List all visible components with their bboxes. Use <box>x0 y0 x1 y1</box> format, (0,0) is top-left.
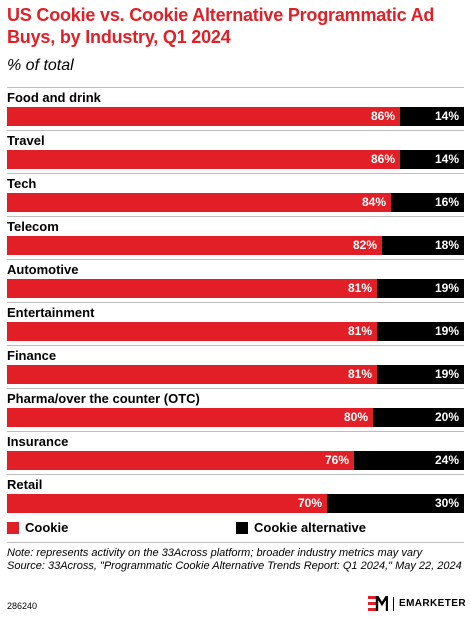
bar-value-label-cookie: 82% <box>352 238 377 252</box>
bar-value-label-cookie: 81% <box>347 281 372 295</box>
bar-cookie-alternative: 19% <box>377 322 464 341</box>
row-divider <box>7 388 464 389</box>
bar-cookie: 86% <box>7 107 400 126</box>
brand-name: EMARKETER <box>399 598 466 609</box>
bar-cookie-alternative: 14% <box>400 107 464 126</box>
bar-value-label-cookie: 76% <box>324 453 349 467</box>
source-text: Source: 33Across, "Programmatic Cookie A… <box>7 559 462 572</box>
bar-value-label-cookie: 80% <box>343 410 368 424</box>
bar-cookie-alternative: 30% <box>327 494 464 513</box>
legend-swatch-cookie-alternative <box>236 521 248 534</box>
bar-cookie-alternative: 18% <box>382 236 464 255</box>
bar-cookie: 84% <box>7 193 391 212</box>
bar-cookie-alternative: 19% <box>377 279 464 298</box>
bar-value-label-cookie-alternative: 19% <box>434 324 459 338</box>
legend-swatch-cookie <box>7 521 19 534</box>
bar-value-label-cookie-alternative: 16% <box>434 195 459 209</box>
category-label: Pharma/over the counter (OTC) <box>7 391 200 406</box>
legend-label-cookie-alternative: Cookie alternative <box>254 520 366 535</box>
row-divider <box>7 173 464 174</box>
legend-item-cookie-alternative: Cookie alternative <box>236 520 366 535</box>
legend-item-cookie: Cookie <box>7 520 68 535</box>
row-divider <box>7 302 464 303</box>
row-divider <box>7 216 464 217</box>
bar-cookie: 82% <box>7 236 382 255</box>
row-divider <box>7 130 464 131</box>
bar-value-label-cookie: 81% <box>347 367 372 381</box>
bar-value-label-cookie-alternative: 19% <box>434 281 459 295</box>
category-label: Insurance <box>7 434 69 449</box>
brand-mark: EMARKETER <box>368 596 466 611</box>
chart-subtitle: % of total <box>7 57 74 74</box>
row-divider <box>7 474 464 475</box>
bar-value-label-cookie: 86% <box>370 152 395 166</box>
category-label: Automotive <box>7 262 79 277</box>
chart-id: 286240 <box>7 601 38 611</box>
legend-label-cookie: Cookie <box>25 520 69 535</box>
bar-cookie-alternative: 20% <box>373 408 464 427</box>
footnote: Note: represents activity on the 33Acros… <box>7 547 465 572</box>
row-divider <box>7 87 464 88</box>
bar-cookie-alternative: 16% <box>391 193 464 212</box>
bar-cookie-alternative: 24% <box>354 451 464 470</box>
bar-value-label-cookie-alternative: 30% <box>434 496 459 510</box>
bar-value-label-cookie-alternative: 20% <box>434 410 459 424</box>
bar-value-label-cookie-alternative: 24% <box>434 453 459 467</box>
bar-cookie: 70% <box>7 494 327 513</box>
bar-cookie: 80% <box>7 408 373 427</box>
row-divider <box>7 259 464 260</box>
bar-value-label-cookie-alternative: 14% <box>434 152 459 166</box>
category-label: Travel <box>7 133 45 148</box>
bar-value-label-cookie-alternative: 14% <box>434 109 459 123</box>
bar-cookie: 76% <box>7 451 354 470</box>
category-label: Entertainment <box>7 305 95 320</box>
category-label: Finance <box>7 348 57 363</box>
bar-value-label-cookie: 70% <box>297 496 322 510</box>
row-divider <box>7 431 464 432</box>
bar-value-label-cookie: 86% <box>370 109 395 123</box>
row-divider <box>7 345 464 346</box>
bar-cookie: 81% <box>7 279 377 298</box>
category-label: Food and drink <box>7 90 101 105</box>
bar-cookie: 86% <box>7 150 400 169</box>
footer-divider <box>7 542 464 543</box>
bar-cookie: 81% <box>7 365 377 384</box>
category-label: Tech <box>7 176 37 191</box>
category-label: Telecom <box>7 219 59 234</box>
bar-value-label-cookie-alternative: 18% <box>434 238 459 252</box>
bar-value-label-cookie: 81% <box>347 324 372 338</box>
bar-value-label-cookie: 84% <box>361 195 386 209</box>
bar-value-label-cookie-alternative: 19% <box>434 367 459 381</box>
category-label: Retail <box>7 477 43 492</box>
note-text: Note: represents activity on the 33Acros… <box>7 547 423 559</box>
bar-cookie-alternative: 14% <box>400 150 464 169</box>
em-logo-icon <box>368 596 388 611</box>
bar-cookie: 81% <box>7 322 377 341</box>
brand-separator <box>393 596 394 611</box>
chart-title: US Cookie vs. Cookie Alternative Program… <box>7 5 435 47</box>
bar-cookie-alternative: 19% <box>377 365 464 384</box>
